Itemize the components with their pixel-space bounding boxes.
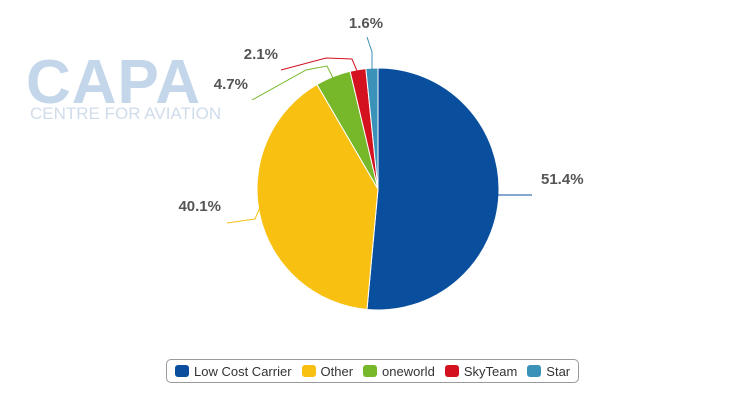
data-label-star: 1.6% [349,15,383,32]
watermark-tagline: CENTRE FOR AVIATION [30,104,221,123]
data-labels: 51.4% 40.1% 4.7% 2.1% 1.6% [178,15,583,215]
pie-slices [256,67,500,311]
legend-item-oneworld[interactable]: oneworld [363,364,435,379]
watermark-brand: CAPA [26,48,201,117]
legend-item-other[interactable]: Other [301,363,354,379]
data-label-skyteam: 2.1% [244,46,278,63]
data-label-oneworld: 4.7% [214,76,248,93]
legend-swatch [444,365,459,377]
leader-lines [226,36,532,224]
pie-slice-other[interactable] [256,83,379,311]
legend-swatch [527,365,542,377]
legend-label: Low Cost Carrier [194,363,292,379]
legend-label: Other [320,363,354,379]
legend-item-low-cost-carrier[interactable]: Low Cost Carrier [175,364,292,379]
data-label-other: 40.1% [178,198,221,215]
legend-item-star[interactable]: Star [527,364,570,379]
leader-line-star [366,36,373,69]
watermark: CAPA CENTRE FOR AVIATION [26,48,221,123]
legend-label: SkyTeam [463,363,518,379]
legend: Low Cost Carrier Other oneworld SkyTeam Star [166,359,580,383]
leader-line-oneworld [251,65,334,101]
legend-label: Star [546,363,571,379]
legend-swatch [363,365,378,377]
leader-line-other [226,204,262,224]
data-label-low-cost-carrier: 51.4% [541,171,584,188]
legend-label: oneworld [382,363,435,379]
leader-line-skyteam [280,57,358,72]
legend-swatch [301,365,316,377]
pie-slice-low-cost-carrier[interactable] [366,67,500,311]
legend-swatch [175,365,189,377]
legend-item-skyteam[interactable]: SkyTeam [444,363,518,379]
